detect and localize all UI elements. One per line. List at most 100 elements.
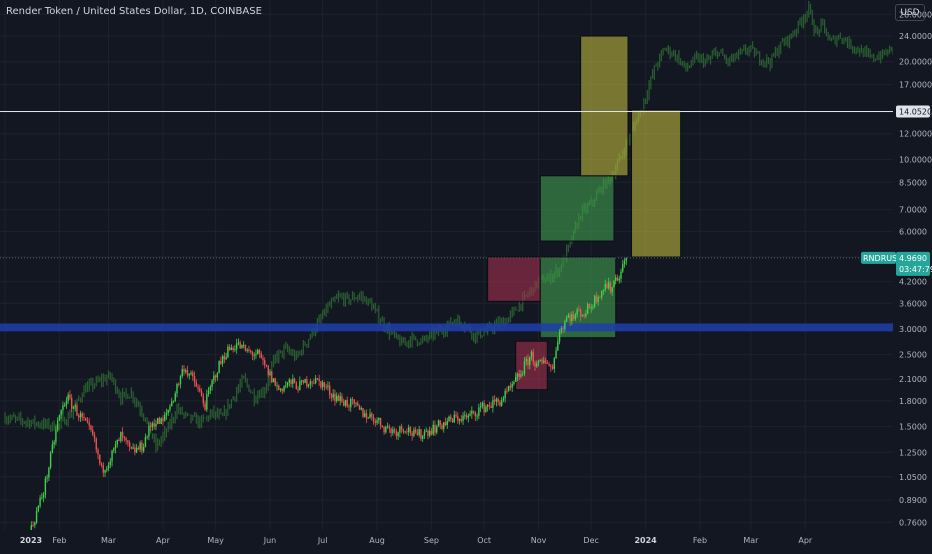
y-tick-label: 1.2500	[899, 448, 927, 457]
yellow-zone	[631, 109, 682, 258]
y-tick-label: 17.0000	[899, 81, 932, 90]
candle-up	[539, 359, 541, 362]
candle-down	[544, 360, 547, 364]
candle-up	[58, 415, 61, 421]
candle-up	[476, 415, 478, 417]
candle-down	[569, 314, 571, 322]
support-band-layer	[0, 323, 893, 332]
candle-up	[332, 393, 334, 398]
candle-down	[316, 378, 319, 379]
countdown-tag: 03:47:79	[899, 265, 932, 274]
candle-down	[346, 400, 348, 407]
candle-down	[337, 395, 340, 401]
candle-up	[481, 402, 484, 407]
candle-up	[437, 420, 440, 427]
candle-down	[465, 415, 468, 418]
candle-down	[395, 431, 398, 437]
candle-down	[251, 352, 254, 356]
candle-up	[206, 394, 208, 410]
candle-up	[525, 358, 527, 362]
candle-up	[253, 355, 255, 357]
candle-down	[192, 372, 194, 377]
y-tick-label: 1.0500	[899, 473, 927, 482]
candle-up	[242, 344, 245, 346]
candle-up	[307, 384, 310, 387]
candle-down	[409, 427, 412, 434]
candle-down	[278, 385, 280, 390]
candle-series	[4, 257, 627, 553]
candle-down	[250, 350, 252, 353]
y-tick-label: 3.6000	[899, 299, 927, 308]
candle-up	[257, 349, 259, 355]
candle-up	[471, 410, 473, 414]
candle-down	[372, 416, 375, 422]
candle-up	[34, 522, 36, 526]
candle-up	[571, 314, 573, 322]
y-tick-label: 2.5000	[899, 351, 927, 360]
candle-up	[586, 304, 589, 314]
candle-up	[564, 321, 566, 329]
candle-down	[444, 422, 447, 426]
candle-down	[506, 390, 508, 392]
x-tick-label: 2024	[634, 536, 657, 545]
y-tick-label: 1.5000	[899, 423, 927, 432]
candle-up	[221, 356, 224, 364]
candle-down	[441, 425, 443, 429]
candle-up	[622, 264, 624, 272]
candle-down	[306, 379, 308, 387]
candle-up	[209, 386, 212, 391]
candle-up	[585, 313, 587, 317]
ghost-series	[4, 0, 894, 453]
candle-down	[100, 463, 103, 466]
candle-up	[151, 423, 154, 427]
candle-down	[562, 328, 564, 330]
candle-down	[393, 429, 396, 432]
time-axis: 2023 Feb Mar Apr May Jun Jul Aug Sep Oct Nov Dec 202…	[0, 530, 932, 550]
currency-button[interactable]: USD	[895, 4, 925, 21]
candle-up	[218, 361, 220, 374]
candle-down	[199, 388, 201, 392]
candle-up	[397, 432, 399, 437]
symbol-tag: RNDRUSD	[863, 254, 903, 263]
candle-up	[62, 405, 64, 411]
chart-title: Render Token / United States Dollar, 1D,…	[6, 6, 262, 17]
y-tick-label: 0.7600	[899, 518, 927, 527]
candle-up	[104, 469, 106, 473]
candle-up	[276, 385, 278, 387]
candle-up	[623, 261, 626, 265]
candle-up	[523, 361, 526, 374]
candle-up	[513, 381, 515, 384]
candle-up	[46, 477, 48, 479]
candle-up	[35, 511, 38, 523]
candle-down	[416, 432, 419, 436]
candle-down	[472, 410, 475, 412]
candle-up	[51, 444, 54, 453]
candle-up	[360, 408, 362, 410]
candle-down	[295, 382, 298, 390]
candle-down	[264, 360, 266, 365]
time-axis-bg	[0, 530, 932, 550]
candle-up	[364, 413, 366, 417]
candle-up	[39, 497, 41, 506]
candle-up	[190, 372, 192, 375]
candle-up	[37, 505, 40, 512]
trade-zones	[487, 35, 682, 391]
candle-down	[95, 438, 97, 450]
candle-down	[320, 381, 322, 388]
candle-up	[65, 400, 68, 406]
candle-down	[130, 446, 133, 449]
y-tick-label: 10.0000	[899, 155, 932, 164]
candle-up	[55, 429, 57, 443]
candle-down	[86, 420, 89, 423]
candle-up	[421, 435, 424, 439]
candle-up	[504, 390, 506, 399]
candle-down	[388, 426, 391, 429]
candle-down	[616, 277, 619, 281]
candle-up	[241, 344, 243, 349]
candle-down	[351, 399, 354, 400]
candle-down	[223, 356, 226, 360]
candle-down	[97, 449, 99, 455]
candle-up	[507, 386, 510, 391]
